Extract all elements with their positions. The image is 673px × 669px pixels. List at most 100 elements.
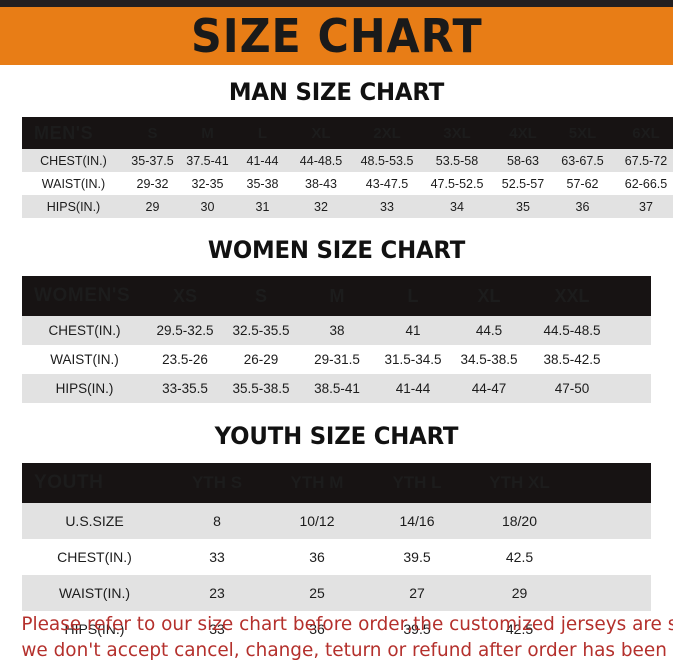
measurement-cell: 35.5-38.5 xyxy=(232,381,290,396)
measurement-cell: 42.5 xyxy=(505,621,534,637)
row-label: WAIST(IN.) xyxy=(50,352,119,367)
youth-col-header: YTH S xyxy=(191,473,243,492)
man-table-body: CHEST(IN.) 35-37.5 37.5-41 41-44 44-48.5… xyxy=(22,149,673,218)
measurement-cell: 36 xyxy=(309,621,325,637)
man-size-table: MEN'S S M L XL 2XL 3XL 4XL 5XL 6XL CHEST… xyxy=(22,117,673,218)
measurement-cell: 23 xyxy=(209,585,225,601)
measurement-cell: 44.5-48.5 xyxy=(543,323,601,338)
measurement-cell: 29-32 xyxy=(136,176,169,191)
youth-table-body: U.S.SIZE 8 10/12 14/16 18/20 CHEST(IN.) … xyxy=(22,503,651,647)
measurement-cell: 53.5-58 xyxy=(435,153,479,168)
measurement-cell: 29.5-32.5 xyxy=(156,323,214,338)
measurement-cell-empty xyxy=(572,575,651,611)
measurement-cell: 14/16 xyxy=(399,513,435,529)
youth-table-header: YOUTH YTH S YTH M YTH L YTH XL xyxy=(22,463,651,503)
measurement-cell: 32-35 xyxy=(191,176,224,191)
notice-line-2: we don't accept cancel, change, teturn o… xyxy=(21,638,673,661)
measurement-cell-empty xyxy=(572,503,651,539)
man-col-header: 3XL xyxy=(443,124,471,142)
man-col-header: 6XL xyxy=(632,124,660,142)
women-col-header: S xyxy=(254,285,267,306)
measurement-cell: 44.5 xyxy=(475,323,503,338)
page-title: SIZE CHART xyxy=(190,9,483,63)
table-row: HIPS(IN.) 29 30 31 32 33 34 35 36 37 xyxy=(22,195,673,218)
measurement-cell: 36 xyxy=(575,199,590,214)
measurement-cell-empty xyxy=(617,345,651,374)
women-col-header: L xyxy=(407,285,419,306)
measurement-cell: 23.5-26 xyxy=(162,352,208,367)
measurement-cell: 38 xyxy=(329,323,345,338)
measurement-cell: 35-38 xyxy=(246,176,279,191)
women-col-header: XL xyxy=(477,285,501,306)
measurement-cell: 43-47.5 xyxy=(365,176,409,191)
row-label: U.S.SIZE xyxy=(65,513,124,529)
youth-size-chart-section: YOUTH SIZE CHART YOUTH YTH S YTH M YTH L… xyxy=(0,422,673,647)
measurement-cell: 33 xyxy=(209,621,225,637)
measurement-cell: 37 xyxy=(639,199,653,214)
measurement-cell: 18/20 xyxy=(501,513,538,529)
measurement-cell: 30 xyxy=(200,199,215,214)
measurement-cell: 29 xyxy=(511,585,528,601)
measurement-cell: 33 xyxy=(209,549,225,565)
measurement-cell: 34.5-38.5 xyxy=(460,352,518,367)
row-label: CHEST(IN.) xyxy=(48,323,121,338)
table-row: CHEST(IN.) 35-37.5 37.5-41 41-44 44-48.5… xyxy=(22,149,673,172)
measurement-cell: 29-31.5 xyxy=(314,352,360,367)
measurement-cell: 33-35.5 xyxy=(162,381,208,396)
row-label: HIPS(IN.) xyxy=(46,199,101,214)
measurement-cell: 10/12 xyxy=(299,513,335,529)
measurement-cell: 44-48.5 xyxy=(299,153,343,168)
measurement-cell: 41 xyxy=(405,323,421,338)
row-label: WAIST(IN.) xyxy=(58,585,131,601)
table-row: HIPS(IN.) 33-35.5 35.5-38.5 38.5-41 41-4… xyxy=(22,374,651,403)
measurement-cell: 62-66.5 xyxy=(624,176,668,191)
measurement-cell: 41-44 xyxy=(246,153,279,168)
measurement-cell-empty xyxy=(572,539,651,575)
man-col-header: L xyxy=(257,124,268,142)
row-label: WAIST(IN.) xyxy=(41,176,106,191)
women-col-header-empty xyxy=(617,276,651,316)
women-col-header: M xyxy=(329,285,345,306)
measurement-cell: 41-44 xyxy=(395,381,431,396)
measurement-cell: 42.5 xyxy=(505,549,534,565)
youth-col-header: YTH XL xyxy=(489,473,550,492)
table-header-row: WOMEN'S XS S M L XL XXL xyxy=(22,276,651,316)
man-section-title: MAN SIZE CHART xyxy=(228,78,445,106)
table-row: WAIST(IN.) 23 25 27 29 xyxy=(22,575,651,611)
man-header-label: MEN'S xyxy=(34,122,94,143)
women-size-table: WOMEN'S XS S M L XL XXL CHEST(IN.) 29.5-… xyxy=(22,276,651,403)
measurement-cell: 35-37.5 xyxy=(131,153,174,168)
women-col-header: XXL xyxy=(554,285,590,306)
measurement-cell-empty xyxy=(617,374,651,403)
measurement-cell: 29 xyxy=(145,199,160,214)
youth-col-header-empty xyxy=(572,463,651,503)
measurement-cell-empty xyxy=(617,316,651,345)
order-policy-notice: Please refer to our size chart before or… xyxy=(0,611,673,663)
table-row: U.S.SIZE 8 10/12 14/16 18/20 xyxy=(22,503,651,539)
row-label: CHEST(IN.) xyxy=(57,549,132,565)
man-col-header: XL xyxy=(311,124,331,142)
measurement-cell: 27 xyxy=(409,585,425,601)
measurement-cell: 47-50 xyxy=(554,381,590,396)
notice-line-1: Please refer to our size chart before or… xyxy=(21,612,673,635)
youth-section-title: YOUTH SIZE CHART xyxy=(214,422,459,450)
top-accent-bar xyxy=(0,0,673,7)
row-label: HIPS(IN.) xyxy=(55,381,114,396)
measurement-cell: 31 xyxy=(255,199,270,214)
women-section-title: WOMEN SIZE CHART xyxy=(207,236,466,264)
row-label: HIPS(IN.) xyxy=(64,621,125,637)
youth-size-table: YOUTH YTH S YTH M YTH L YTH XL U.S.SIZE … xyxy=(22,463,651,647)
measurement-cell: 38-43 xyxy=(305,176,337,191)
table-header-row: MEN'S S M L XL 2XL 3XL 4XL 5XL 6XL xyxy=(22,117,673,149)
man-col-header: S xyxy=(147,124,158,142)
man-table-header: MEN'S S M L XL 2XL 3XL 4XL 5XL 6XL xyxy=(22,117,673,149)
row-label: CHEST(IN.) xyxy=(40,153,107,168)
man-col-header: 5XL xyxy=(568,124,597,142)
measurement-cell: 32.5-35.5 xyxy=(232,323,290,338)
table-header-row: YOUTH YTH S YTH M YTH L YTH XL xyxy=(22,463,651,503)
measurement-cell: 8 xyxy=(213,513,221,529)
youth-col-header: YTH L xyxy=(392,473,442,492)
women-header-label: WOMEN'S xyxy=(34,285,131,306)
measurement-cell: 48.5-53.5 xyxy=(360,153,414,168)
measurement-cell: 44-47 xyxy=(471,381,507,396)
